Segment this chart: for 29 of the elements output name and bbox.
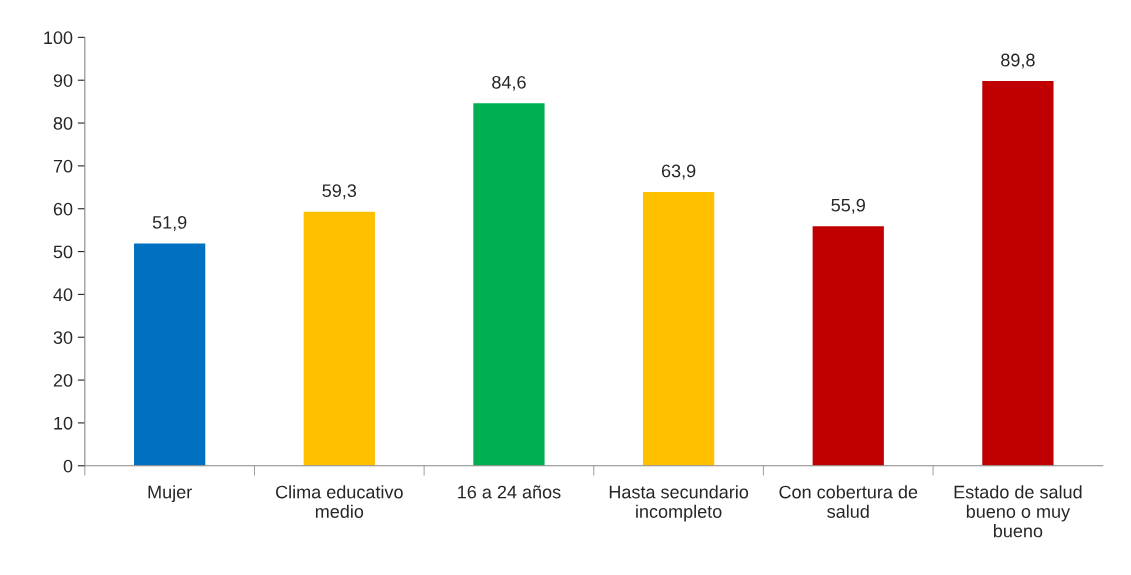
y-tick-label: 30 [53,331,73,344]
y-tick-label: 100 [44,31,73,45]
x-tick-label: Clima educativo medio [275,485,403,518]
y-tick-label: 50 [53,245,73,259]
y-tick-label: 10 [54,416,73,430]
x-tick-label: Con cobertura de salud [779,485,918,518]
bar [642,192,715,466]
bar [134,243,206,466]
x-tick-label: 16 a 24 años [458,485,561,499]
data-label: 55,9 [831,198,865,214]
data-label: 59,3 [322,184,357,200]
bar [473,103,545,466]
y-tick-label: 60 [53,202,73,216]
y-tick-label: 0 [63,459,73,473]
data-label: 51,9 [152,215,187,231]
bar [812,226,884,466]
x-tick-label: Mujer [148,485,192,503]
data-label: 89,8 [1001,53,1035,69]
x-tick-label: Estado de salud bueno o muy bueno [954,485,1082,538]
data-label: 84,6 [492,75,526,91]
bar [303,211,375,466]
data-label: 63,9 [661,164,696,180]
y-tick-label: 90 [53,74,73,87]
y-tick-label: 80 [53,116,73,130]
bar [982,81,1054,466]
y-tick-label: 20 [53,374,73,387]
x-tick-label: Hasta secundario incompleto [609,485,749,522]
y-tick-label: 70 [53,159,73,173]
y-tick-label: 40 [53,288,73,302]
